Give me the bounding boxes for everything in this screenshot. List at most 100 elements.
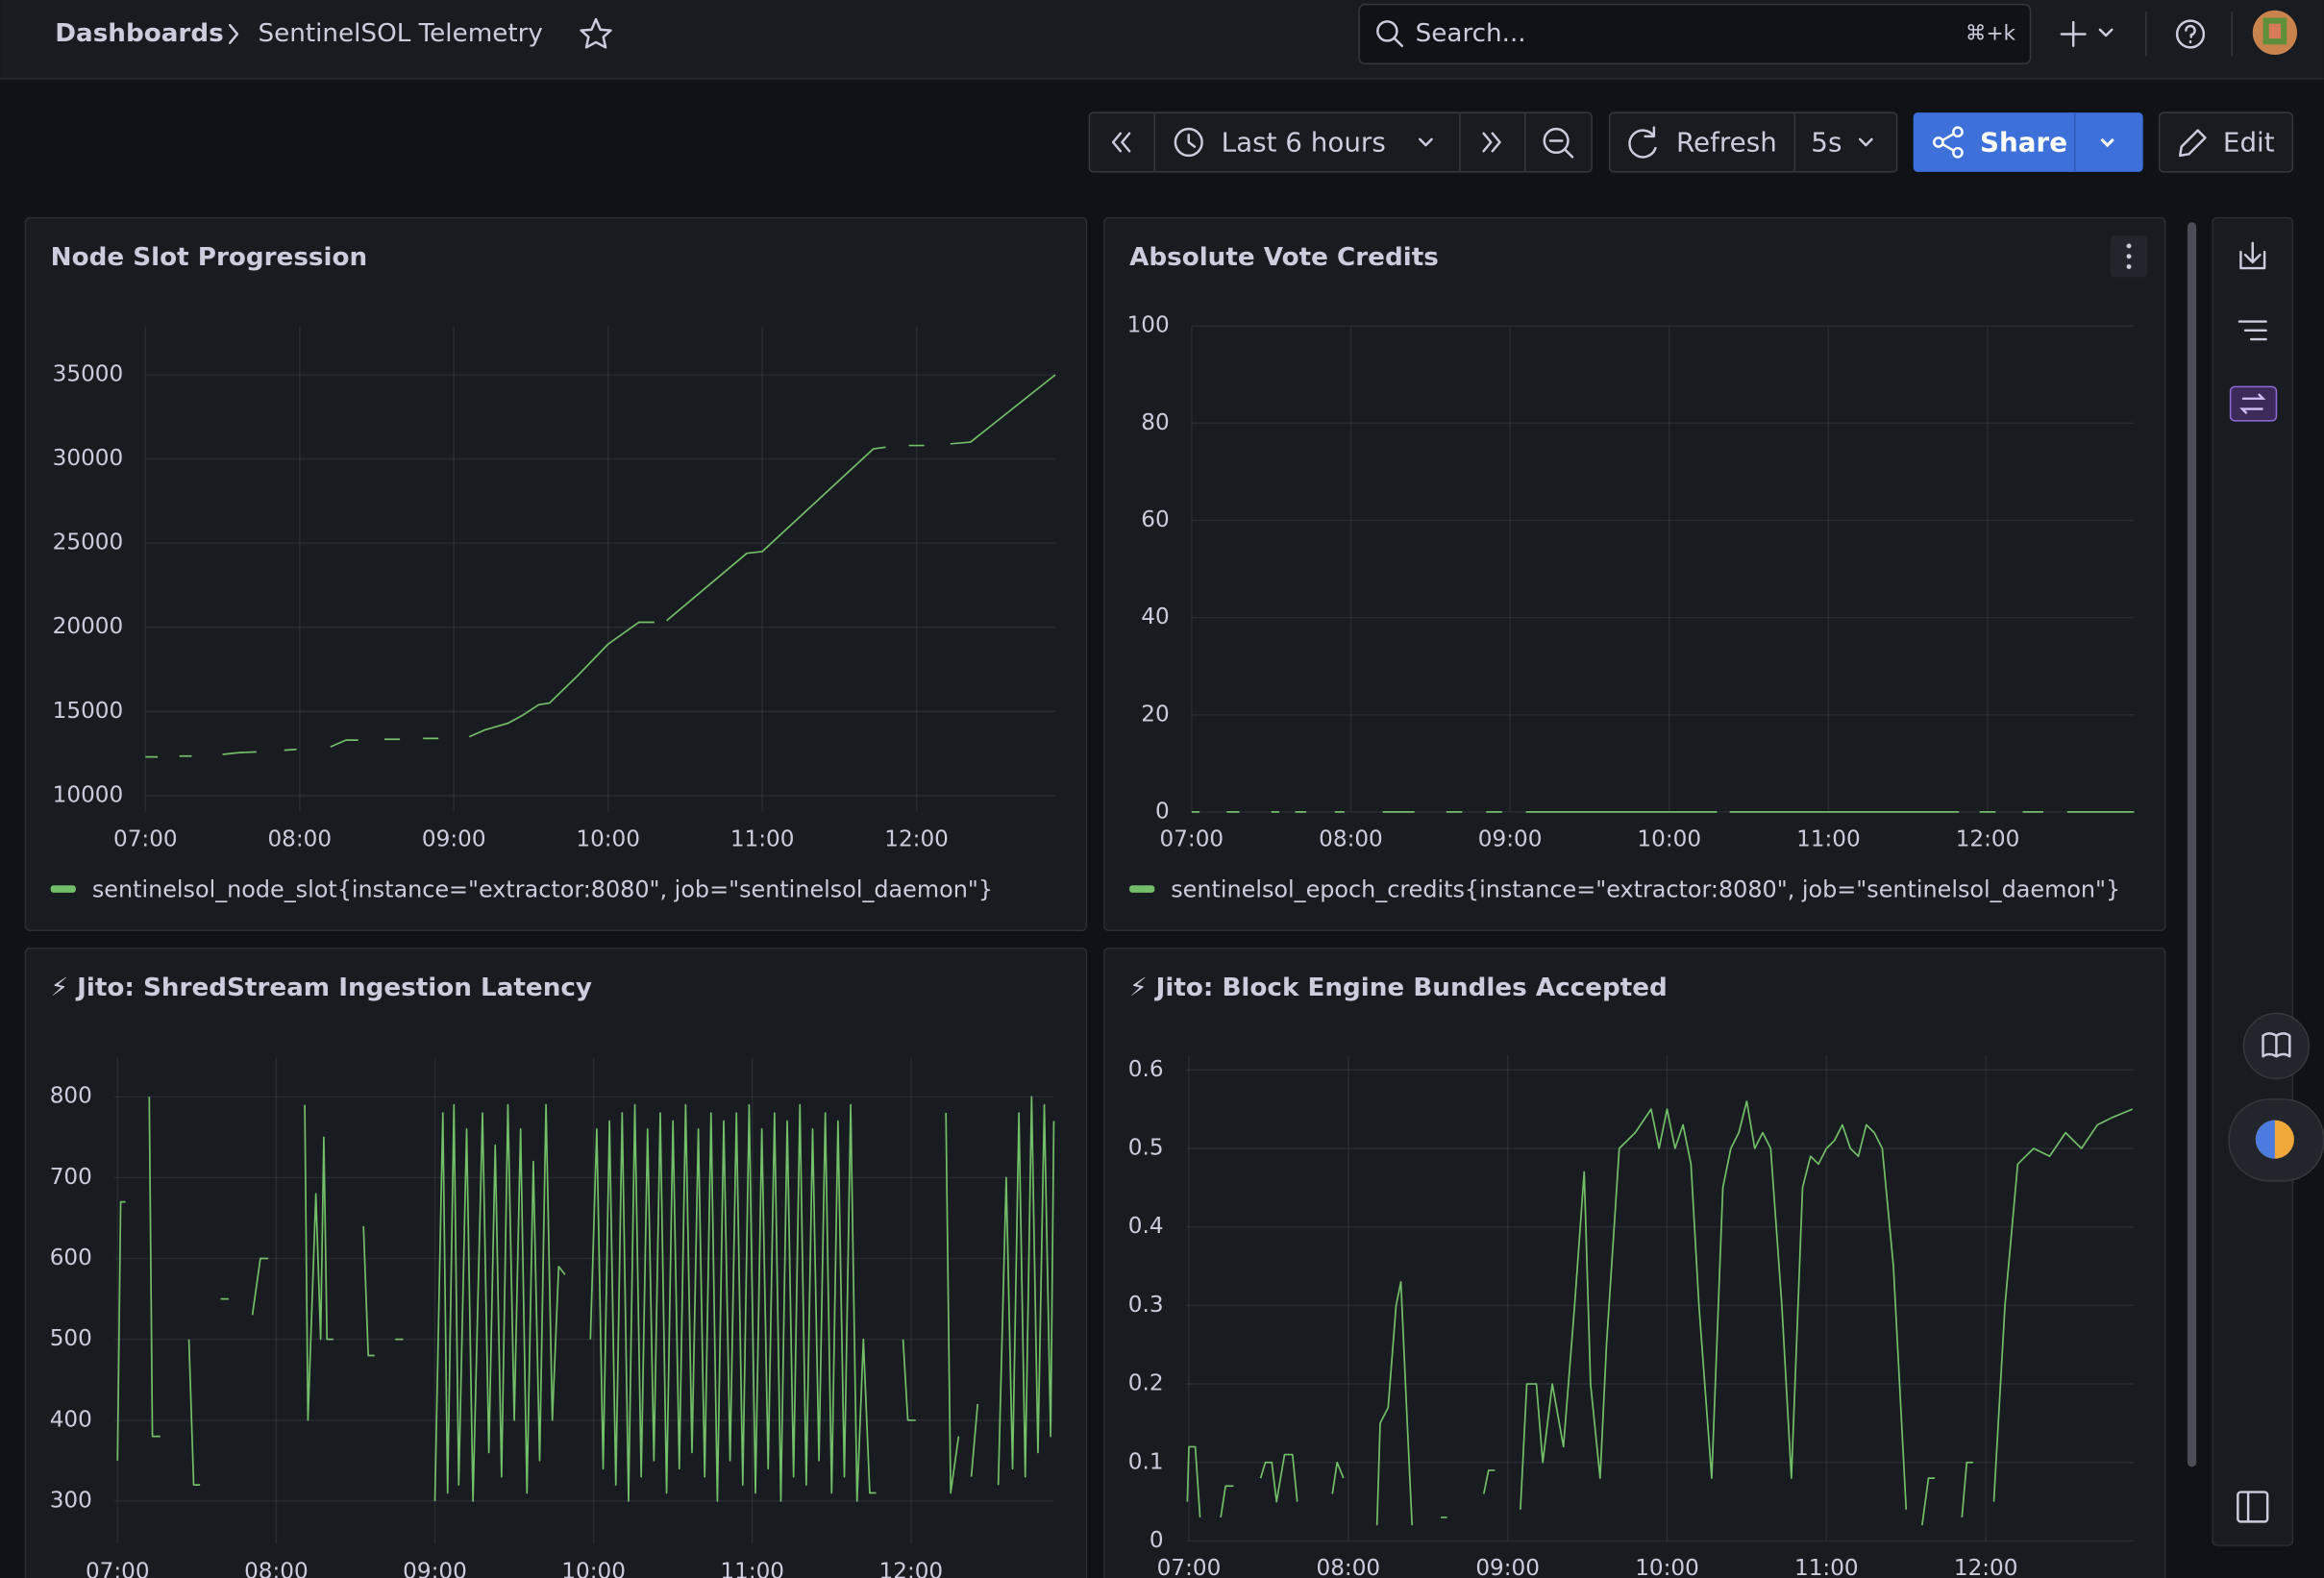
- x-tick-label: 12:00: [879, 1559, 944, 1578]
- x-tick-label: 10:00: [1635, 1556, 1699, 1578]
- time-forward-button[interactable]: [1482, 132, 1501, 153]
- add-button[interactable]: [2060, 20, 2114, 48]
- x-tick-label: 07:00: [1160, 827, 1224, 852]
- panel-frame: [1103, 216, 2166, 932]
- export-button[interactable]: [2239, 241, 2266, 270]
- refresh-icon: [1628, 126, 1657, 159]
- y-tick-label: 20: [1141, 702, 1169, 727]
- x-tick-label: 10:00: [561, 1559, 626, 1578]
- zoom-out-icon: [1548, 139, 1574, 159]
- legend-marker: [1129, 885, 1155, 893]
- x-tick-label: 12:00: [884, 827, 949, 852]
- panel-menu-icon: [2126, 254, 2132, 259]
- refresh-button[interactable]: Refresh: [1676, 127, 1777, 159]
- x-tick-label: 11:00: [1794, 1556, 1859, 1578]
- y-tick-label: 300: [50, 1488, 92, 1513]
- edit-icon: [2178, 129, 2207, 158]
- x-tick-label: 10:00: [576, 827, 640, 852]
- panel-menu-icon: [2126, 243, 2132, 249]
- docs-icon: [2262, 1032, 2291, 1058]
- edit-group: [2158, 111, 2294, 173]
- transform-button[interactable]: [2229, 385, 2278, 422]
- x-tick-label: 11:00: [1796, 827, 1861, 852]
- search-box[interactable]: [1358, 3, 2032, 65]
- edit-button[interactable]: Edit: [2223, 127, 2275, 159]
- panel: ⚡ Jito: ShredStream Ingestion Latency 300…: [24, 947, 1088, 1578]
- x-tick-label: 08:00: [267, 827, 332, 852]
- search-shortcut: ⌘+k: [1966, 21, 2016, 45]
- panel-title: Node Slot Progression: [51, 243, 368, 272]
- breadcrumb-link[interactable]: Dashboards: [55, 19, 223, 48]
- share-icon: [1952, 146, 1964, 159]
- time-range[interactable]: Last 6 hours: [1222, 127, 1386, 159]
- panel-menu-icon: [2126, 264, 2132, 269]
- x-tick-label: 10:00: [1637, 827, 1701, 852]
- refresh-interval[interactable]: 5s: [1811, 127, 1842, 159]
- breadcrumb-separator: [228, 23, 239, 44]
- y-tick-label: 40: [1141, 604, 1169, 629]
- x-tick-label: 11:00: [730, 827, 795, 852]
- panel-title: ⚡ Jito: ShredStream Ingestion Latency: [51, 974, 592, 1002]
- x-tick-label: 08:00: [1319, 827, 1383, 852]
- outline-button[interactable]: [2237, 320, 2267, 341]
- series-line: [145, 374, 1056, 758]
- panel-frame: [1103, 947, 2166, 1578]
- y-tick-label: 20000: [53, 614, 124, 639]
- share-icon: [1933, 136, 1944, 148]
- zoom-out-button[interactable]: [1543, 127, 1570, 155]
- panel-frame: [24, 216, 1088, 932]
- x-tick-label: 12:00: [1954, 1556, 2018, 1578]
- share-icon: [1952, 126, 1964, 138]
- legend-label: sentinelsol_epoch_credits{instance="extr…: [1171, 876, 2120, 903]
- clock-icon: [1174, 127, 1203, 158]
- share-button[interactable]: Share: [1980, 127, 2067, 159]
- share-menu-button[interactable]: [2100, 137, 2114, 148]
- y-tick-label: 500: [50, 1326, 92, 1351]
- scrollbar[interactable]: [2187, 222, 2197, 1467]
- y-tick-label: 100: [1127, 313, 1170, 338]
- x-tick-label: 07:00: [113, 827, 178, 852]
- y-tick-label: 700: [50, 1165, 92, 1190]
- x-tick-label: 12:00: [1956, 827, 2020, 852]
- x-tick-label: 07:00: [86, 1559, 150, 1578]
- panel-title: Absolute Vote Credits: [1129, 243, 1439, 272]
- y-tick-label: 30000: [53, 446, 124, 471]
- y-tick-label: 0.3: [1128, 1293, 1164, 1318]
- y-tick-label: 25000: [53, 530, 124, 555]
- transform-icon: [2239, 393, 2266, 414]
- x-tick-label: 09:00: [403, 1559, 467, 1578]
- panel: Node Slot Progression 10000 15000 20000 2500…: [24, 216, 1088, 932]
- y-tick-label: 0.2: [1128, 1371, 1164, 1396]
- y-tick-label: 0.5: [1128, 1135, 1164, 1160]
- panel: ⚡ Jito: Block Engine Bundles Accepted 0 0.…: [1103, 947, 2166, 1578]
- chevron: [1858, 137, 1873, 147]
- y-tick-label: 0: [1150, 1528, 1164, 1553]
- x-tick-label: 09:00: [1475, 1556, 1540, 1578]
- star-button[interactable]: [580, 17, 612, 49]
- assistant-icon: [2255, 1120, 2275, 1159]
- refresh-group: [1608, 111, 1898, 173]
- panel-frame: [24, 947, 1088, 1578]
- y-tick-label: 800: [50, 1084, 92, 1109]
- x-tick-label: 08:00: [244, 1559, 309, 1578]
- y-tick-label: 0: [1155, 799, 1170, 824]
- x-tick-label: 08:00: [1317, 1556, 1381, 1578]
- panel-toggle-button[interactable]: [2237, 1491, 2269, 1523]
- legend-label: sentinelsol_node_slot{instance="extracto…: [92, 876, 993, 903]
- time-back-button[interactable]: [1111, 132, 1131, 153]
- y-tick-label: 0.4: [1128, 1214, 1164, 1239]
- y-tick-label: 0.6: [1128, 1057, 1164, 1082]
- y-tick-label: 600: [50, 1245, 92, 1270]
- series-line: [116, 1096, 1055, 1502]
- y-tick-label: 0.1: [1128, 1449, 1164, 1474]
- search-icon: [1393, 37, 1404, 48]
- search-icon: [1376, 20, 1398, 42]
- y-tick-label: 10000: [53, 782, 124, 807]
- x-tick-label: 09:00: [1478, 827, 1543, 852]
- help-button[interactable]: [2175, 19, 2206, 49]
- x-tick-label: 09:00: [422, 827, 486, 852]
- legend-marker: [50, 885, 76, 893]
- share-group: [1913, 112, 2143, 172]
- search-placeholder: Search...: [1416, 19, 1526, 48]
